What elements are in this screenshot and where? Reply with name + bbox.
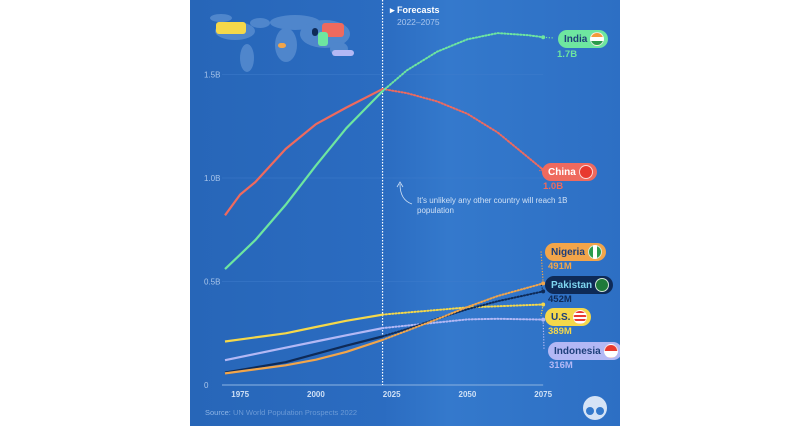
pakistan-label: Pakistan [545, 276, 614, 294]
us-leader-line [540, 304, 544, 317]
nigeria-label: Nigeria [545, 243, 606, 261]
indonesia-label: Indonesia [548, 342, 620, 360]
india-map-highlight [318, 32, 328, 46]
indonesia-end-marker [541, 317, 546, 322]
series-name: Indonesia [554, 345, 601, 357]
series-name: China [548, 166, 576, 178]
x-tick-label: 2075 [534, 390, 552, 399]
china-end-value: 1.0B [543, 181, 564, 192]
series-name: India [564, 33, 588, 45]
pakistan-leader-line [540, 283, 544, 292]
nigeria-historical-line [224, 338, 383, 375]
us-end-marker [541, 302, 546, 307]
india-leader-line [543, 36, 555, 39]
nigeria-end-marker [541, 281, 546, 286]
continent-shape [240, 44, 254, 72]
y-tick-label: 0.5B [204, 278, 220, 287]
india-end-marker [541, 35, 546, 40]
series-name: Nigeria [551, 246, 585, 258]
china-forecast-line [381, 88, 545, 171]
brand-logo-icon [583, 396, 607, 420]
forecast-range: 2022–2075 [397, 17, 440, 27]
china-flag-icon [578, 165, 593, 179]
logo-detail [586, 407, 594, 415]
logo-detail [596, 407, 604, 415]
india-end-value: 1.7B [557, 49, 578, 60]
pakistan-end-value: 452M [548, 294, 572, 305]
chart-frame: 0 0.5B 1.0B 1.5B 1975 2000 2025 2050 2075 ▸ Fore… [190, 0, 620, 426]
arrow-head [396, 181, 404, 188]
source-text: UN World Population Prospects 2022 [232, 408, 358, 417]
pakistan-flag-icon [595, 278, 610, 292]
pakistan-historical-line [224, 335, 383, 374]
annotation: It's unlikely any other country will rea… [417, 196, 568, 215]
indonesia-historical-line [224, 327, 383, 362]
forecast-label: Forecasts [397, 5, 440, 15]
y-tick-label: 1.0B [204, 174, 220, 183]
indonesia-leader-line [542, 319, 545, 351]
india-label: India [558, 30, 609, 48]
series-name: Pakistan [551, 279, 593, 291]
us-historical-line [224, 313, 383, 343]
pakistan-end-marker [541, 289, 546, 294]
pakistan-forecast-line [381, 290, 545, 338]
indonesia-forecast-line [381, 317, 545, 330]
nigeria-end-value: 491M [548, 261, 572, 272]
x-tick-label: 2000 [307, 390, 325, 399]
series-name: U.S. [551, 311, 571, 323]
y-tick-label: 1.5B [204, 71, 220, 80]
us-flag-icon [573, 310, 588, 324]
china-label: China [542, 163, 597, 181]
continent-shape [210, 14, 232, 22]
chart-svg: 0 0.5B 1.0B 1.5B 1975 2000 2025 2050 2075 [204, 0, 607, 420]
x-tick-label: 2025 [383, 390, 401, 399]
annotation-arrow [399, 183, 413, 205]
us-label: U.S. [545, 308, 592, 326]
china-historical-line [224, 88, 384, 216]
world-map [210, 14, 354, 72]
nigeria-map-highlight [278, 43, 286, 48]
us-map-highlight [216, 22, 246, 34]
continent-shape [250, 18, 270, 28]
india-flag-icon [590, 32, 605, 46]
india-historical-line [224, 90, 384, 270]
indonesia-end-value: 316M [549, 360, 573, 371]
x-tick-label: 1975 [231, 390, 249, 399]
india-forecast-line [381, 32, 545, 93]
continent-shape [275, 28, 297, 62]
nigeria-leader-line [540, 250, 544, 284]
nigeria-forecast-line [381, 282, 545, 341]
forecast-heading: ▸ Forecasts [390, 5, 440, 15]
x-tick-label: 2050 [459, 390, 477, 399]
y-tick-label: 0 [204, 381, 209, 390]
pakistan-map-highlight [312, 28, 318, 36]
us-end-value: 389M [548, 326, 572, 337]
indonesia-map-highlight [332, 50, 354, 56]
indonesia-flag-icon [603, 344, 618, 358]
source-label: Source: [205, 408, 231, 417]
source-note: Source: UN World Population Prospects 20… [205, 408, 357, 417]
nigeria-flag-icon [587, 245, 602, 259]
